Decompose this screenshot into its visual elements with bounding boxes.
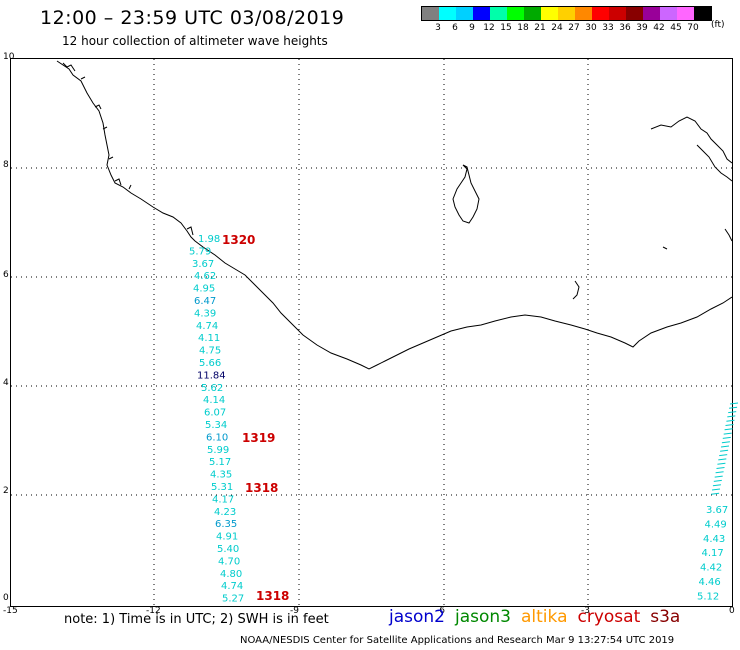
legend-tick-label: 45	[670, 23, 682, 33]
legend-tick-label: 30	[585, 23, 597, 33]
legend-swatch	[490, 7, 507, 20]
mission-cryosat: cryosat	[577, 607, 641, 627]
x-tick-m6: -6	[436, 606, 445, 616]
legend-tick-label: 3	[435, 23, 441, 33]
legend-tick-label: 21	[534, 23, 546, 33]
northeast-coast	[650, 116, 732, 242]
islet	[662, 246, 668, 250]
legend-tick-label: 15	[500, 23, 512, 33]
legend-tick-labels: 3 6 9 12 15 18 21 24 27 30 33 36 39 42 45 70	[421, 23, 712, 37]
y-tick-2: 2	[3, 486, 9, 496]
legend-swatch	[507, 7, 524, 20]
mission-s3a: s3a	[650, 607, 681, 627]
legend-swatch	[609, 7, 626, 20]
inland-lake	[452, 164, 480, 224]
y-tick-0: 0	[3, 593, 9, 603]
legend-swatch	[592, 7, 609, 20]
y-tick-8: 8	[3, 160, 9, 170]
coastline	[56, 60, 732, 370]
legend-swatch	[660, 7, 677, 20]
legend-tick-label: 39	[636, 23, 648, 33]
legend-swatch	[473, 7, 490, 20]
mission-legend: jason2 jason3 altika cryosat s3a	[389, 607, 680, 627]
mission-jason2: jason2	[389, 607, 445, 627]
legend-swatch	[524, 7, 541, 20]
coastline-detail	[62, 62, 194, 236]
legend-tick-label: 33	[602, 23, 614, 33]
map-canvas	[11, 59, 732, 606]
legend-swatch	[422, 7, 439, 20]
legend-swatch	[677, 7, 694, 20]
legend-swatch	[439, 7, 456, 20]
x-tick-m15: -15	[3, 606, 18, 616]
y-tick-10: 10	[3, 52, 15, 62]
legend-tick-label: 70	[687, 23, 699, 33]
legend-tick-label: 6	[452, 23, 458, 33]
map-subtitle: 12 hour collection of altimeter wave hei…	[62, 34, 328, 48]
x-tick-m12: -12	[146, 606, 161, 616]
credit-line: NOAA/NESDIS Center for Satellite Applica…	[240, 635, 675, 646]
legend-swatch	[626, 7, 643, 20]
legend-tick-label: 9	[469, 23, 475, 33]
legend-tick-label: 12	[483, 23, 495, 33]
island	[572, 280, 580, 300]
x-tick-m9: -9	[290, 606, 299, 616]
legend-color-bar	[421, 6, 712, 21]
legend-swatch	[558, 7, 575, 20]
x-tick-0: 0	[729, 606, 735, 616]
map-frame	[10, 58, 733, 607]
legend-swatch	[694, 7, 711, 20]
footer-note: note: 1) Time is in UTC; 2) SWH is in fe…	[64, 612, 329, 627]
grid-lines	[11, 59, 732, 606]
legend-tick-label: 27	[568, 23, 580, 33]
y-tick-4: 4	[3, 378, 9, 388]
legend-tick-label: 36	[619, 23, 631, 33]
color-legend: 3 6 9 12 15 18 21 24 27 30 33 36 39 42 45 70	[421, 6, 712, 37]
map-title: 12:00 – 23:59 UTC 03/08/2019	[40, 7, 345, 29]
mission-altika: altika	[521, 607, 568, 627]
mission-jason3: jason3	[455, 607, 511, 627]
legend-unit: (ft)	[711, 20, 725, 30]
legend-tick-label: 24	[551, 23, 563, 33]
legend-tick-label: 18	[517, 23, 529, 33]
legend-swatch	[575, 7, 592, 20]
legend-swatch	[456, 7, 473, 20]
legend-swatch	[541, 7, 558, 20]
legend-swatch	[643, 7, 660, 20]
legend-tick-label: 42	[653, 23, 665, 33]
x-tick-m3: -3	[581, 606, 590, 616]
y-tick-6: 6	[3, 270, 9, 280]
